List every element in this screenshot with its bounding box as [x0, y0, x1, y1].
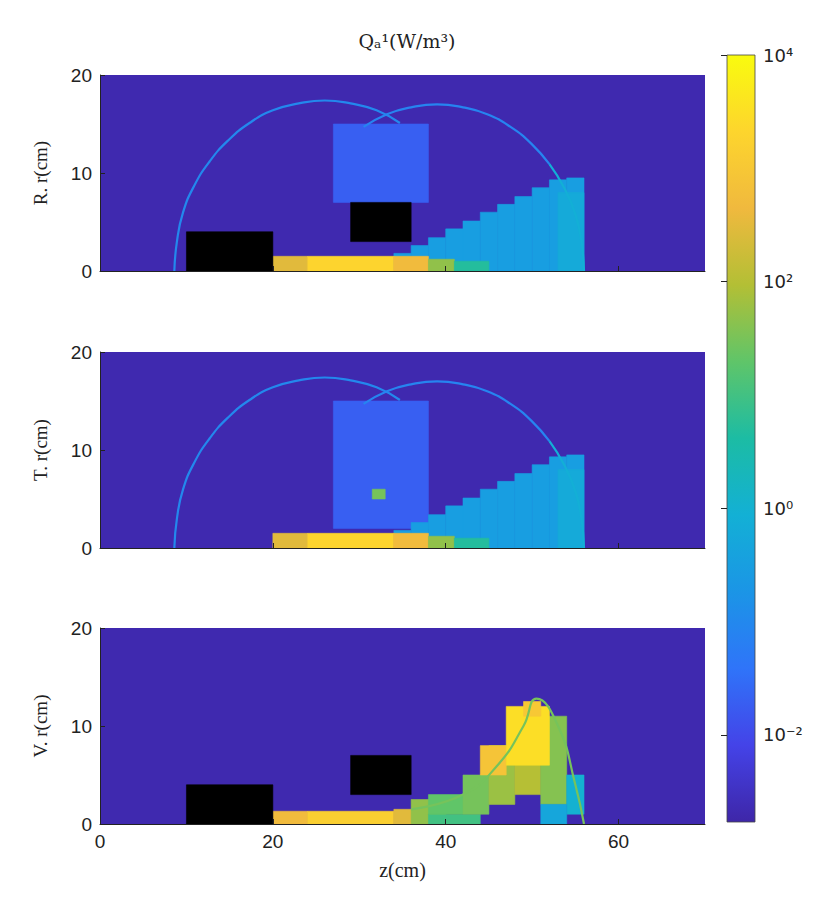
svg-text:R. r(cm): R. r(cm) [30, 141, 52, 205]
svg-text:Qₐ¹(W/m³): Qₐ¹(W/m³) [359, 30, 456, 52]
svg-text:10²: 10² [763, 271, 793, 292]
svg-text:V. r(cm): V. r(cm) [30, 695, 52, 758]
svg-text:60: 60 [608, 831, 629, 852]
svg-text:10⁴: 10⁴ [763, 45, 793, 66]
svg-text:0: 0 [95, 831, 106, 852]
svg-text:20: 20 [71, 618, 92, 639]
svg-text:0: 0 [81, 538, 92, 559]
svg-text:10⁻²: 10⁻² [763, 724, 803, 745]
svg-text:20: 20 [71, 342, 92, 363]
svg-text:10: 10 [71, 163, 92, 184]
svg-text:0: 0 [81, 261, 92, 282]
svg-text:10: 10 [71, 716, 92, 737]
svg-text:10: 10 [71, 440, 92, 461]
svg-text:T. r(cm): T. r(cm) [30, 419, 52, 481]
svg-text:10⁰: 10⁰ [763, 498, 793, 519]
svg-text:40: 40 [435, 831, 456, 852]
svg-text:z(cm): z(cm) [379, 859, 426, 882]
svg-text:20: 20 [262, 831, 283, 852]
svg-text:0: 0 [81, 814, 92, 835]
svg-text:20: 20 [71, 65, 92, 86]
